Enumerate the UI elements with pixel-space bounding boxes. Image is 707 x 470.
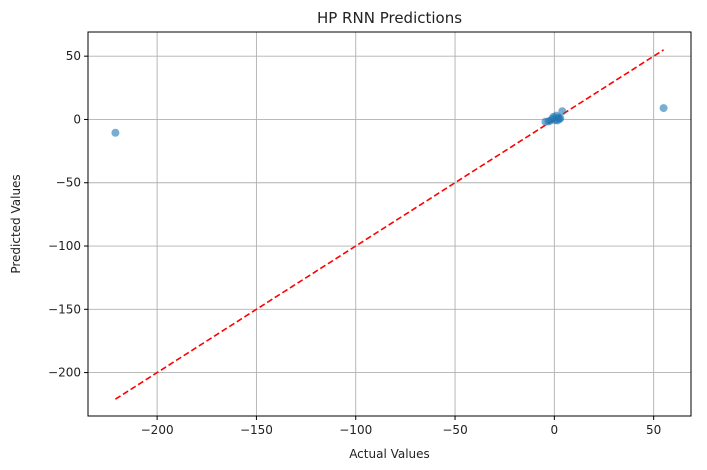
- data-point: [558, 107, 567, 116]
- y-tick-label: 0: [73, 112, 81, 126]
- x-tick-label: −200: [141, 423, 174, 437]
- ideal-line: [114, 49, 665, 400]
- data-point: [111, 128, 120, 137]
- data-points: [111, 104, 668, 137]
- chart-title: HP RNN Predictions: [317, 9, 462, 27]
- data-point: [549, 112, 558, 121]
- y-tick-label: −200: [48, 366, 81, 380]
- x-tick-label: −50: [442, 423, 467, 437]
- data-point: [556, 114, 565, 123]
- axes-frame: [87, 31, 692, 417]
- data-point: [541, 117, 550, 126]
- x-tick-label: −150: [240, 423, 273, 437]
- y-axis-ticks: −200 −150 −100 −50 0 50: [48, 49, 88, 380]
- grid-lines: [88, 32, 691, 416]
- x-tick-label: −100: [339, 423, 372, 437]
- x-axis-label: Actual Values: [349, 447, 430, 461]
- x-tick-label: 50: [646, 423, 661, 437]
- y-tick-label: −50: [56, 176, 81, 190]
- y-tick-label: −150: [48, 302, 81, 316]
- x-tick-label: 0: [551, 423, 559, 437]
- y-tick-label: 50: [66, 49, 81, 63]
- x-axis-ticks: −200 −150 −100 −50 0 50: [141, 416, 661, 437]
- data-point: [659, 104, 668, 113]
- y-tick-label: −100: [48, 239, 81, 253]
- ideal-line-layer: [114, 49, 665, 400]
- y-axis-label: Predicted Values: [9, 174, 23, 273]
